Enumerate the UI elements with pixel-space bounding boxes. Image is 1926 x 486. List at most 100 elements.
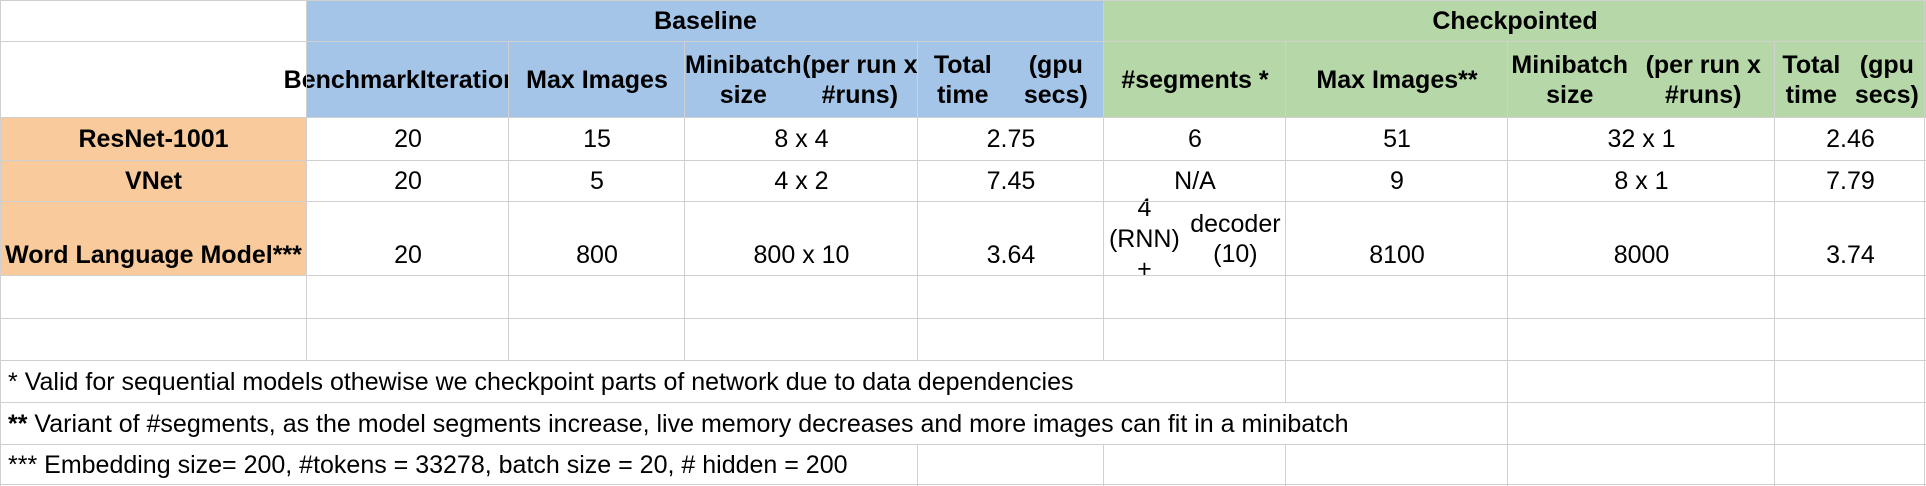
- table-cell: 51: [1286, 118, 1508, 161]
- gridline: [1507, 445, 1508, 486]
- footnote-2: ** Variant of #segments, as the model se…: [0, 403, 1508, 445]
- cell-text: 8 x 4: [774, 125, 829, 154]
- gridline: [0, 484, 1926, 485]
- table-cell: 800: [509, 202, 685, 276]
- gridline: [0, 361, 1, 403]
- cell-text: 5: [590, 167, 604, 196]
- footnote-text: Embedding size= 200, #tokens = 33278, ba…: [44, 451, 848, 480]
- gridline: [1924, 0, 1925, 42]
- cell-text: Minibatch size: [1511, 50, 1629, 110]
- cell-text: 20: [394, 125, 422, 154]
- gridline: [0, 160, 1926, 161]
- cell-text: 800: [576, 240, 618, 269]
- column-header: Minibatch size (per run x #runs): [1508, 42, 1775, 118]
- gridline: [0, 275, 1926, 276]
- table-cell: 3.74: [1775, 202, 1926, 276]
- cell-text: (per run x #runs): [1645, 50, 1761, 110]
- cell-text: 2.75: [986, 125, 1036, 154]
- table-cell: 20: [307, 118, 509, 161]
- cell-text: #segments *: [1121, 65, 1269, 94]
- column-header: Max Images**: [1286, 42, 1508, 118]
- gridline: [0, 0, 1, 42]
- table-cell: 20: [307, 161, 509, 202]
- footnote-1: * Valid for sequential models othewise w…: [0, 361, 1286, 403]
- footnote-marker: *: [8, 367, 18, 396]
- cell-text: Benchmark: [283, 65, 420, 94]
- cell-text: Max Images: [526, 65, 668, 94]
- cell-text: decoder (10): [1190, 209, 1281, 269]
- table-cell: 2.46: [1775, 118, 1926, 161]
- gridline: [0, 445, 1, 486]
- gridline: [1285, 361, 1286, 403]
- column-header: Total time (gpu secs): [918, 42, 1104, 118]
- cell-text: (gpu secs): [1854, 50, 1919, 110]
- gridline: [306, 42, 307, 361]
- footnote-3: *** Embedding size= 200, #tokens = 33278…: [0, 445, 918, 486]
- table-cell: 7.45: [918, 161, 1104, 202]
- column-header: Benchmark Iterations: [284, 42, 532, 118]
- cell-text: Max Images**: [1316, 65, 1478, 94]
- gridline: [0, 41, 1926, 42]
- cell-text: 8 x 1: [1614, 167, 1669, 196]
- cell-text: Word Language Model***: [5, 240, 302, 269]
- table-cell: 5: [509, 161, 685, 202]
- gridline: [0, 360, 1926, 361]
- cell-text: (gpu secs): [1023, 50, 1088, 110]
- group-header-checkpointed: Checkpointed: [1104, 0, 1926, 42]
- gridline: [306, 0, 307, 42]
- group-header-baseline: Baseline: [307, 0, 1104, 42]
- gridline: [0, 403, 1, 445]
- cell-text: Checkpointed: [1432, 6, 1598, 35]
- spacer: [18, 367, 25, 398]
- cell-text: 3.64: [986, 240, 1036, 269]
- gridline: [1103, 42, 1104, 361]
- gridline: [1507, 361, 1508, 403]
- row-label: Word Language Model***: [0, 202, 307, 276]
- gridline: [0, 42, 1, 361]
- cell-text: 8100: [1369, 240, 1425, 269]
- cell-text: Total time: [1782, 50, 1841, 110]
- cell-text: Minibatch size: [685, 50, 802, 110]
- column-header: Minibatch size (per run x #runs): [685, 42, 918, 118]
- table-cell: 4 x 2: [685, 161, 918, 202]
- table-cell: 6: [1104, 118, 1286, 161]
- cell-text: N/A: [1174, 167, 1216, 196]
- column-header: #segments *: [1104, 42, 1286, 118]
- gridline: [508, 42, 509, 361]
- gridline: [1774, 361, 1775, 403]
- table-cell: 2.75: [918, 118, 1104, 161]
- gridline: [917, 445, 918, 486]
- gridline: [0, 117, 1926, 118]
- table-cell: 7.79: [1775, 161, 1926, 202]
- footnote-text: Variant of #segments, as the model segme…: [34, 409, 1349, 438]
- gridline: [0, 318, 1926, 319]
- cell-text: 800 x 10: [753, 240, 850, 269]
- table-cell: 8100: [1286, 202, 1508, 276]
- footnote-marker: ***: [8, 451, 38, 480]
- gridline: [1507, 42, 1508, 361]
- gridline: [1924, 403, 1925, 445]
- cell-text: Total time: [933, 50, 992, 110]
- cell-text: 3.74: [1826, 240, 1875, 269]
- table-cell: 20: [307, 202, 509, 276]
- cell-text: 20: [394, 240, 422, 269]
- cell-text: (per run x #runs): [802, 50, 918, 110]
- footnote-marker: **: [8, 409, 28, 438]
- gridline: [1774, 42, 1775, 361]
- gridline: [1774, 445, 1775, 486]
- cell-text: 51: [1383, 125, 1411, 154]
- corner-cell: [0, 0, 307, 42]
- gridline: [917, 42, 918, 361]
- gridline: [0, 444, 1926, 445]
- table-cell: 3.64: [918, 202, 1104, 276]
- gridline: [1103, 0, 1104, 42]
- column-header: Total time (gpu secs): [1775, 42, 1926, 118]
- cell-text: 15: [583, 125, 611, 154]
- gridline: [1924, 361, 1925, 403]
- table-cell: 9: [1286, 161, 1508, 202]
- gridline: [1285, 445, 1286, 486]
- cell-text: 7.45: [986, 167, 1036, 196]
- gridline: [1507, 403, 1508, 445]
- table-cell: 8 x 4: [685, 118, 918, 161]
